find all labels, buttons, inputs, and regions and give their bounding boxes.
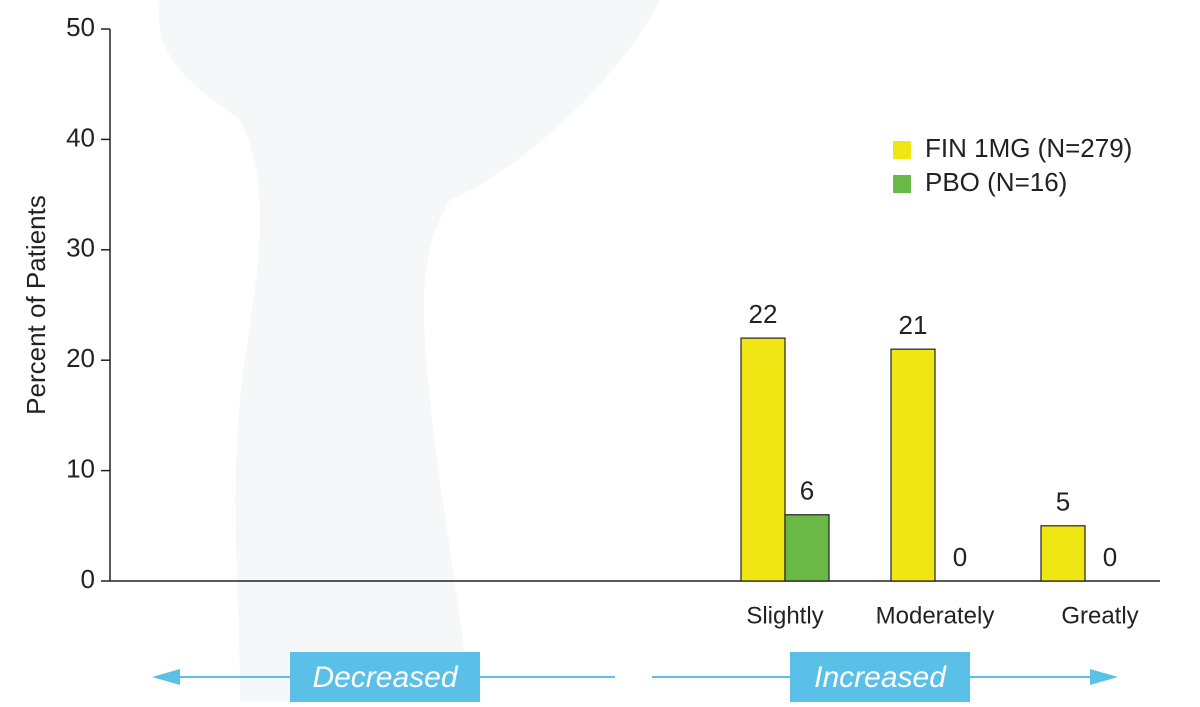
x-tick-label: Slightly xyxy=(746,602,823,629)
bar xyxy=(740,337,786,582)
label-box xyxy=(290,652,480,702)
x-tick-label: Moderately xyxy=(876,602,995,629)
bar xyxy=(1040,525,1086,582)
legend-label: PBO (N=16) xyxy=(925,167,1067,197)
value-label: 0 xyxy=(953,542,967,572)
label-box xyxy=(790,652,970,702)
value-label: 6 xyxy=(800,476,814,506)
annotation: Decreased xyxy=(312,661,458,694)
legend-swatch xyxy=(893,141,911,159)
y-tick-label: 0 xyxy=(81,564,95,594)
arrow-head xyxy=(1090,669,1118,685)
bar xyxy=(890,348,936,582)
y-tick-label: 10 xyxy=(66,453,95,483)
value-label: 0 xyxy=(1103,542,1117,572)
legend-swatch xyxy=(893,175,911,193)
annotation: Increased xyxy=(814,661,947,694)
bar xyxy=(784,514,830,582)
legend-label: FIN 1MG (N=279) xyxy=(925,133,1132,163)
value-label: 5 xyxy=(1056,487,1070,517)
y-tick-label: 40 xyxy=(66,122,95,152)
y-tick-label: 20 xyxy=(66,343,95,373)
increased-arrow: Increased xyxy=(652,652,1118,702)
y-axis-label: Percent of Patients xyxy=(21,195,51,415)
y-tick-label: 50 xyxy=(66,12,95,42)
x-tick-label: Greatly xyxy=(1061,602,1138,629)
arrow-head xyxy=(152,669,180,685)
value-label: 21 xyxy=(899,310,928,340)
y-tick-label: 30 xyxy=(66,233,95,263)
background-silhouette xyxy=(158,0,660,702)
value-label: 22 xyxy=(749,299,778,329)
decreased-arrow: Decreased xyxy=(152,652,615,702)
